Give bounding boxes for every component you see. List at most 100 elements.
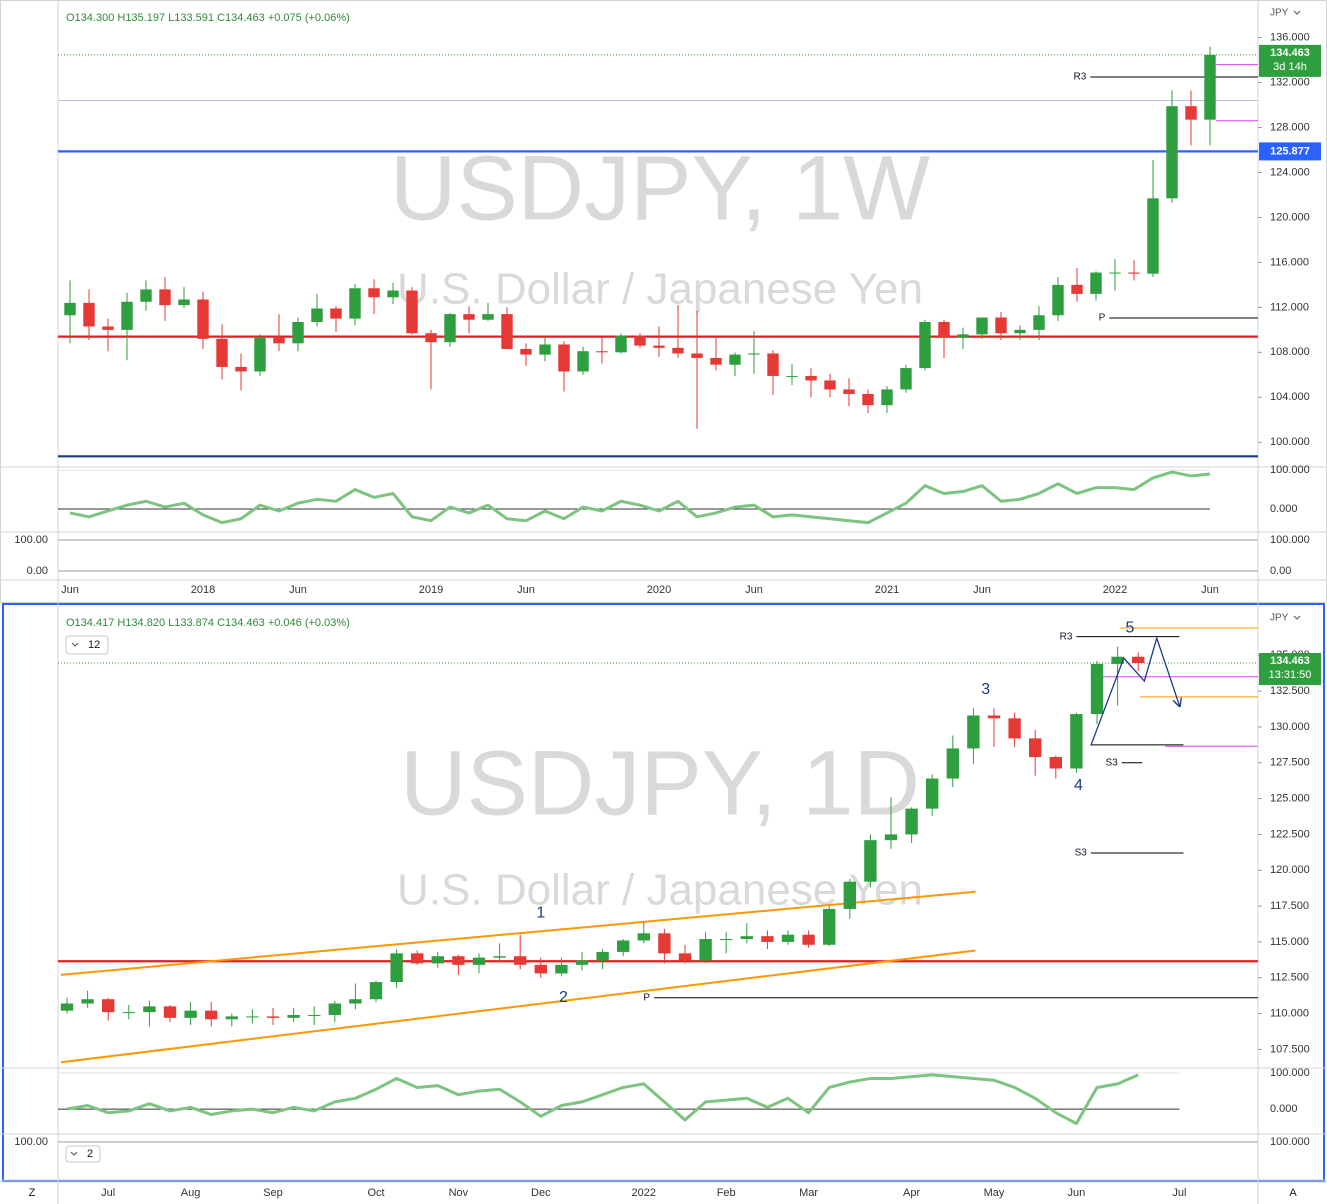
candle-body	[246, 1016, 259, 1018]
wave-label: 2	[559, 989, 568, 1006]
stoch-left-label: 100.00	[14, 534, 48, 546]
level-label: S3	[1105, 757, 1118, 768]
candle-body	[184, 1010, 197, 1018]
candle-body	[406, 290, 418, 334]
candle-body	[1014, 329, 1026, 334]
candle-body	[617, 940, 630, 952]
y-tick-label: 120.000	[1270, 211, 1310, 223]
input-box[interactable]	[65, 635, 109, 655]
candle-body	[102, 999, 115, 1013]
candle-body	[1132, 656, 1145, 663]
candle-body	[349, 288, 361, 319]
candle-body	[121, 301, 133, 330]
candle-body	[699, 939, 712, 961]
x-tick-label: Jun	[517, 584, 535, 596]
x-tick-label: Jun	[61, 584, 79, 596]
candle-body	[967, 715, 980, 749]
ohlc-legend: O134.300 H135.197 L133.591 C134.463 +0.0…	[66, 12, 350, 24]
candle-body	[1166, 106, 1178, 199]
candle-body	[163, 1006, 177, 1018]
candle-body	[637, 933, 650, 941]
daily-frame	[2, 603, 1325, 1182]
candle-body	[178, 299, 190, 306]
x-tick-label: Jun	[1068, 1187, 1086, 1199]
wave-label: 4	[1074, 777, 1083, 794]
x-tick-label: Nov	[449, 1187, 469, 1199]
candle-body	[672, 347, 684, 354]
x-tick-label: Aug	[181, 1187, 201, 1199]
candle-body	[501, 314, 513, 349]
candle-body	[862, 393, 874, 406]
candle-body	[615, 335, 627, 353]
candle-body	[205, 1010, 218, 1020]
candle-body	[330, 308, 342, 319]
x-tick-label: 2019	[419, 584, 443, 596]
ohlc-legend: O134.417 H134.820 L133.874 C134.463 +0.0…	[66, 617, 350, 629]
y-tick-label: 112.500	[1270, 972, 1309, 984]
level-label: S3	[1075, 848, 1088, 859]
stoch-input-value: 2	[87, 1148, 93, 1160]
candle-body	[720, 939, 733, 941]
stoch-input-chevron	[70, 1151, 78, 1156]
y-tick-label: 108.000	[1270, 346, 1310, 358]
candle-body	[905, 808, 918, 835]
y-tick-label: 100.000	[1270, 436, 1310, 448]
candle-body	[1128, 272, 1140, 274]
toolbar-left[interactable]: Z	[29, 1187, 36, 1199]
candle-body	[900, 368, 912, 390]
candle-body	[273, 337, 285, 344]
candle-body	[1070, 714, 1083, 769]
level-label: R3	[1074, 72, 1087, 83]
currency-label[interactable]: JPY	[1270, 613, 1289, 624]
level-label: R3	[1060, 631, 1073, 642]
x-tick-label: 2022	[1103, 584, 1127, 596]
currency-label[interactable]: JPY	[1270, 8, 1289, 19]
y-tick-label: 125.000	[1270, 792, 1310, 804]
candle-body	[1029, 738, 1042, 758]
countdown: 3d 14h	[1273, 61, 1307, 73]
oscillator-line	[69, 470, 1211, 525]
x-tick-label: Jun	[745, 584, 763, 596]
candle-body	[729, 354, 741, 365]
x-tick-label: 2020	[647, 584, 671, 596]
toolbar-right[interactable]: A	[1289, 1187, 1297, 1199]
candle-body	[805, 375, 817, 381]
candle-body	[761, 936, 774, 942]
candle-body	[864, 840, 877, 882]
x-tick-label: Dec	[531, 1187, 551, 1199]
candle-body	[710, 357, 722, 365]
candle-body	[748, 353, 760, 355]
y-tick-label: 132.000	[1270, 76, 1310, 88]
stoch-tick-label: 100.000	[1270, 534, 1310, 546]
candle-body	[653, 345, 665, 348]
current-price-badge	[1259, 44, 1321, 77]
stoch-input-box[interactable]	[65, 1145, 101, 1163]
candle-body	[691, 353, 703, 358]
candle-body	[235, 366, 247, 372]
wave-label: 5	[1126, 619, 1135, 636]
candle-body	[555, 964, 568, 974]
x-tick-label: 2018	[191, 584, 215, 596]
candle-body	[843, 881, 856, 909]
candle-body	[472, 957, 486, 965]
x-tick-label: Jun	[289, 584, 307, 596]
y-tick-label: 117.500	[1270, 900, 1309, 912]
candle-body	[225, 1016, 238, 1020]
candle-body	[368, 288, 380, 298]
candle-body	[1049, 757, 1062, 769]
candle-body	[349, 999, 362, 1004]
candle-body	[596, 351, 608, 353]
candle-body	[266, 1016, 280, 1018]
x-tick-label: Oct	[367, 1187, 384, 1199]
wave-label: 1	[536, 904, 545, 921]
y-tick-label: 112.000	[1270, 301, 1309, 313]
input-value: 12	[88, 639, 100, 651]
candle-body	[143, 1006, 156, 1013]
candle-body	[1052, 284, 1064, 316]
oscillator-line	[66, 1073, 1139, 1126]
candle-body	[1071, 284, 1083, 294]
candle-body	[369, 982, 383, 1000]
candle-body	[740, 936, 753, 940]
y-tick-label: 116.000	[1270, 256, 1309, 268]
